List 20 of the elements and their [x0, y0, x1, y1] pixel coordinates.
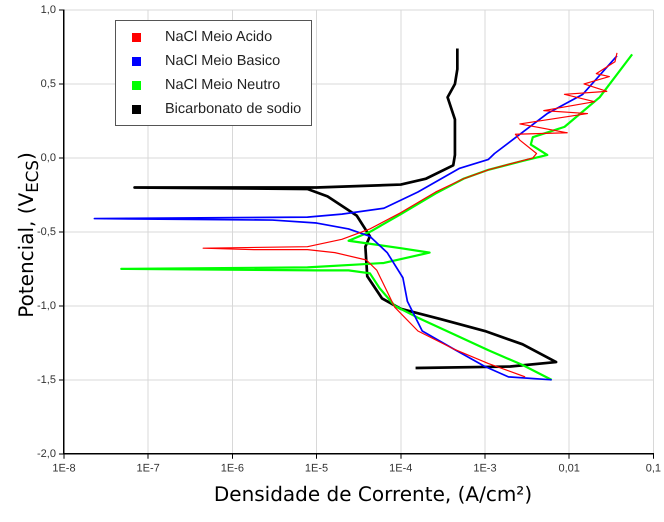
y-tick-label: 0,0: [40, 152, 56, 164]
legend-label: NaCl Meio Neutro: [165, 77, 280, 93]
y-tick-label: -1,0: [36, 300, 56, 312]
x-tick-label: 1E-6: [220, 462, 244, 474]
y-tick-label: -0,5: [36, 226, 56, 238]
x-tick-label: 1E-4: [389, 462, 412, 474]
legend-label: NaCl Meio Acido: [165, 29, 272, 45]
x-axis-title: Densidade de Corrente, (A/cm²): [212, 482, 534, 506]
legend-label: Bicarbonato de sodio: [165, 101, 302, 117]
y-tick-label: -1,5: [36, 374, 56, 386]
y-tick-label: 0,5: [40, 78, 56, 90]
x-tick-label: 1E-8: [52, 462, 76, 474]
y-tick-label: 1,0: [40, 4, 56, 16]
x-tick-label: 0,1: [646, 462, 662, 474]
x-tick-label: 0,01: [558, 462, 580, 474]
x-tick-label: 1E-5: [304, 462, 328, 474]
y-tick-label: -2,0: [36, 448, 56, 460]
x-tick-label: 1E-3: [473, 462, 497, 474]
legend-label: NaCl Meio Basico: [165, 53, 280, 69]
x-tick-label: 1E-7: [136, 462, 160, 474]
